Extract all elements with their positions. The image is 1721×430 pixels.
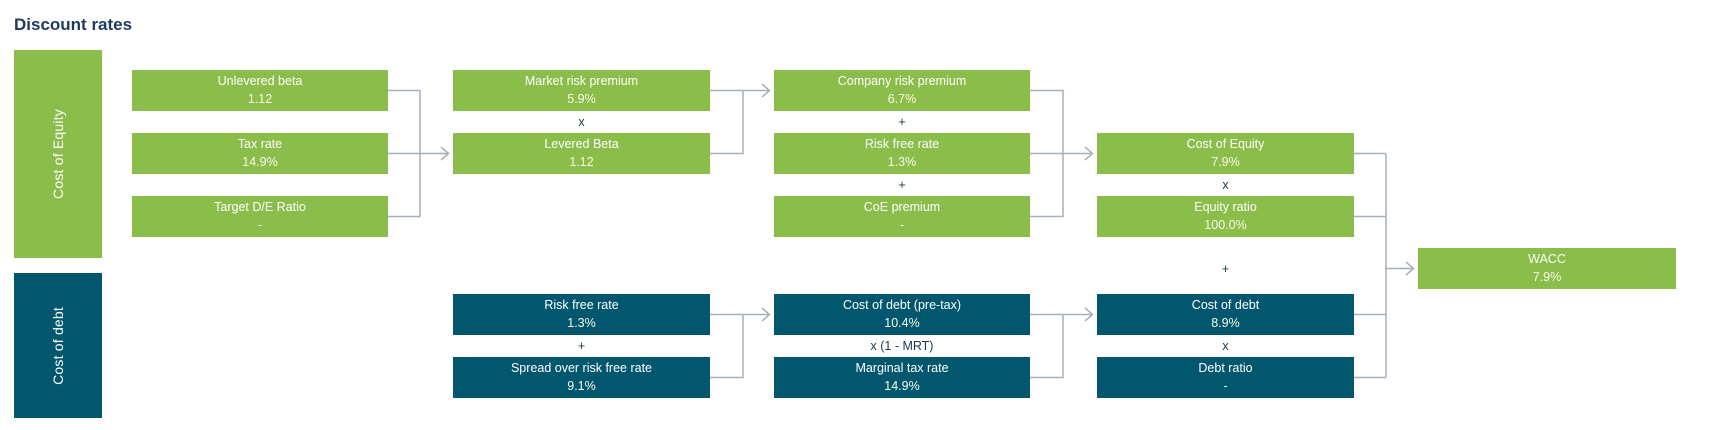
- box-label: Equity ratio: [1194, 200, 1257, 214]
- box-value: 7.9%: [1532, 270, 1562, 284]
- box-value: 1.12: [569, 155, 594, 169]
- box-value: 14.9%: [242, 155, 278, 169]
- box-risk-free-rate-debt: Risk free rate 1.3%: [453, 294, 710, 335]
- arrowhead-icon: [761, 83, 771, 98]
- box-value: 10.4%: [884, 316, 920, 330]
- box-company-risk-premium: Company risk premium 6.7%: [774, 70, 1030, 111]
- equity-col3-to-col4-connector: [1030, 89, 1094, 218]
- sidebar-cost-of-equity-label: Cost of Equity: [50, 109, 66, 199]
- box-target-de-ratio: Target D/E Ratio -: [132, 196, 388, 237]
- box-label: Company risk premium: [837, 74, 967, 88]
- box-debt-ratio: Debt ratio -: [1097, 357, 1354, 398]
- arrowhead-icon: [1084, 146, 1094, 161]
- box-cost-of-debt: Cost of debt 8.9%: [1097, 294, 1354, 335]
- box-value: 1.3%: [567, 316, 596, 330]
- box-value: 14.9%: [884, 379, 920, 393]
- box-value: 1.12: [247, 92, 273, 106]
- sidebar-cost-of-debt-label: Cost of debt: [50, 306, 66, 385]
- box-cost-of-debt-pretax: Cost of debt (pre-tax) 10.4%: [774, 294, 1030, 335]
- arrowhead-icon: [440, 146, 450, 161]
- box-label: Cost of Equity: [1186, 137, 1265, 151]
- page-title: Discount rates: [14, 15, 133, 34]
- box-spread-over-risk-free-rate: Spread over risk free rate 9.1%: [453, 357, 710, 398]
- box-levered-beta: Levered Beta 1.12: [453, 133, 710, 174]
- col4-to-wacc-connector: [1354, 152, 1415, 379]
- box-label: Cost of debt: [1191, 298, 1260, 312]
- box-label: Levered Beta: [544, 137, 619, 151]
- box-label: WACC: [1528, 252, 1566, 266]
- operator-plus: +: [577, 339, 586, 353]
- arrowhead-icon: [761, 307, 771, 322]
- box-value: -: [1223, 379, 1228, 393]
- box-value: 1.3%: [887, 155, 917, 169]
- operator-plus: +: [898, 178, 906, 192]
- box-label: Debt ratio: [1198, 361, 1253, 375]
- box-value: 8.9%: [1211, 316, 1240, 330]
- box-label: Target D/E Ratio: [214, 200, 306, 214]
- box-label: Spread over risk free rate: [510, 361, 653, 375]
- debt-col2-to-col3-connector: [710, 307, 771, 379]
- sidebar-cost-of-debt: Cost of debt: [14, 273, 102, 418]
- box-marginal-tax-rate: Marginal tax rate 14.9%: [774, 357, 1030, 398]
- arrowhead-icon: [1084, 307, 1094, 322]
- operator-plus: +: [898, 115, 906, 129]
- box-value: 100.0%: [1204, 218, 1247, 232]
- box-label: Unlevered beta: [217, 74, 303, 88]
- operator-plus-combine: +: [1221, 262, 1230, 276]
- box-label: Risk free rate: [544, 298, 619, 312]
- box-unlevered-beta: Unlevered beta 1.12: [132, 70, 388, 111]
- operator-multiply: x: [1222, 339, 1229, 353]
- box-label: Cost of debt (pre-tax): [842, 298, 962, 312]
- box-label: Market risk premium: [524, 74, 639, 88]
- box-wacc: WACC 7.9%: [1418, 248, 1676, 289]
- debt-col3-to-col4-connector: [1030, 307, 1094, 379]
- box-value: 9.1%: [567, 379, 596, 393]
- box-label: Risk free rate: [864, 137, 940, 151]
- box-label: Tax rate: [237, 137, 283, 151]
- operator-multiply: x: [1222, 178, 1229, 192]
- box-tax-rate: Tax rate 14.9%: [132, 133, 388, 174]
- box-label: CoE premium: [863, 200, 941, 214]
- operator-multiply: x: [578, 115, 585, 129]
- equity-col1-to-col2-connector: [388, 89, 450, 218]
- box-label: Marginal tax rate: [855, 361, 949, 375]
- box-market-risk-premium: Market risk premium 5.9%: [453, 70, 710, 111]
- sidebar-cost-of-equity: Cost of Equity: [14, 50, 102, 258]
- equity-col2-to-col3-connector: [710, 83, 771, 155]
- box-value: -: [257, 218, 263, 232]
- box-value: 6.7%: [887, 92, 917, 106]
- box-risk-free-rate-equity: Risk free rate 1.3%: [774, 133, 1030, 174]
- box-coe-premium: CoE premium -: [774, 196, 1030, 237]
- box-cost-of-equity: Cost of Equity 7.9%: [1097, 133, 1354, 174]
- box-value: 5.9%: [567, 92, 596, 106]
- arrowhead-icon: [1405, 261, 1415, 276]
- box-equity-ratio: Equity ratio 100.0%: [1097, 196, 1354, 237]
- operator-one-minus-mrt: x (1 - MRT): [870, 339, 934, 353]
- box-value: -: [899, 218, 905, 232]
- box-value: 7.9%: [1211, 155, 1240, 169]
